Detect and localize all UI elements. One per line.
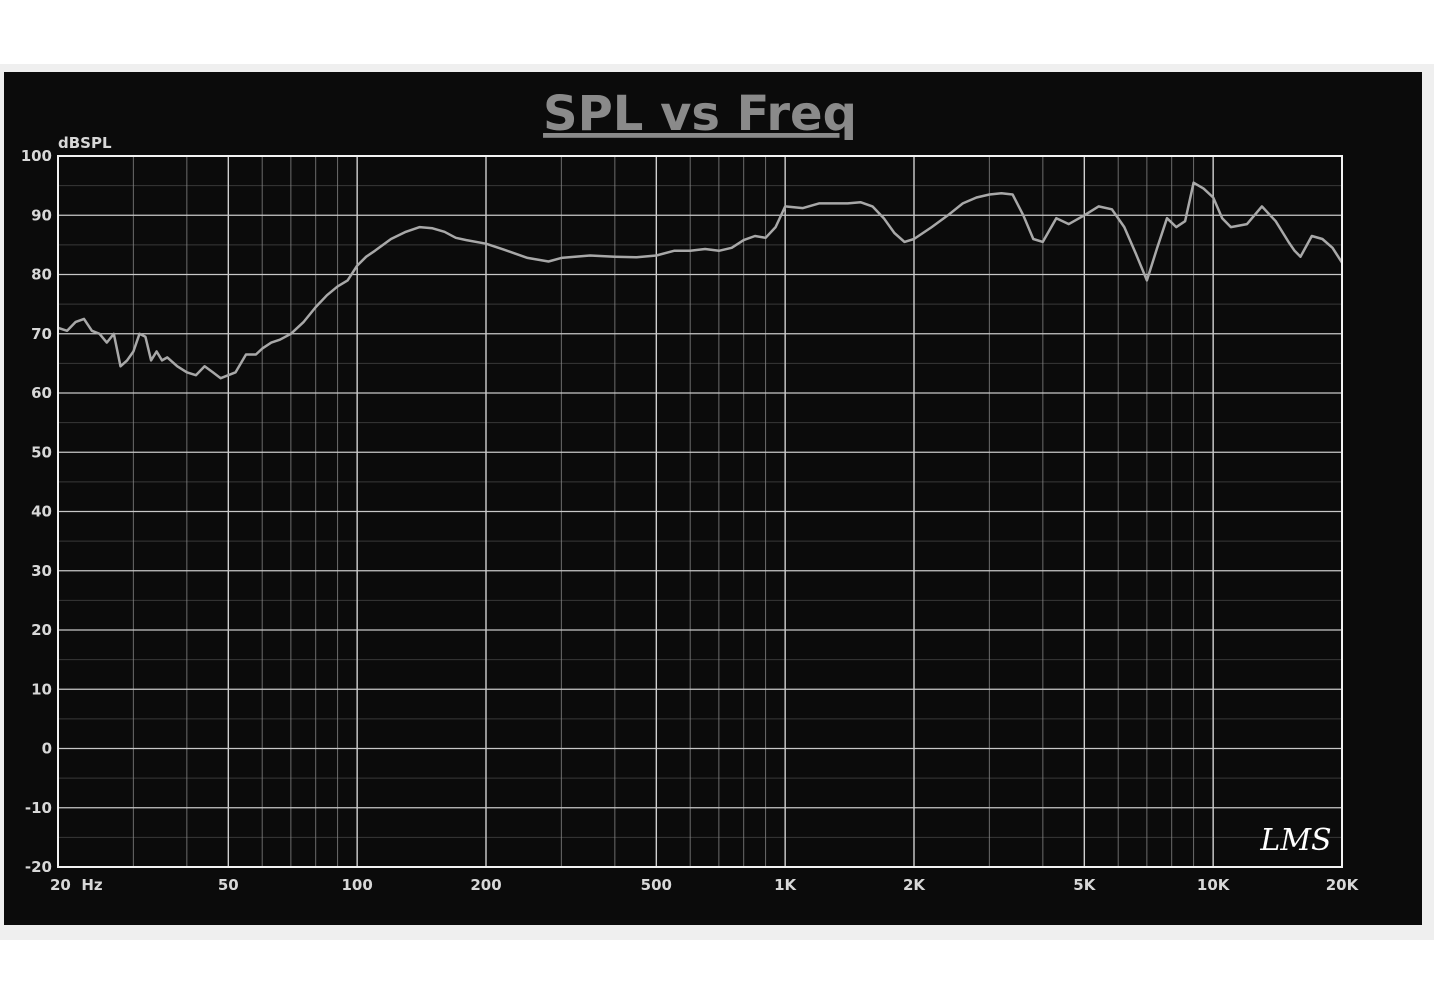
y-tick-label: 10 [31, 680, 52, 698]
y-tick-label: 40 [31, 503, 52, 521]
x-tick-label: 100 [342, 876, 373, 894]
x-tick-label: 20 Hz [50, 876, 103, 894]
x-tick-labels: 20 Hz 50 100 200 500 1K 2K 5K 10K 20K [50, 876, 1360, 894]
spl-frequency-chart: SPL vs Freq dBSPL 1009080706050403020100… [21, 86, 1360, 894]
y-tick-label: 70 [31, 325, 52, 343]
x-tick-label: 50 [218, 876, 239, 894]
x-tick-label: 500 [641, 876, 672, 894]
chart-panel: SPL vs Freq dBSPL 100 90 80 70 60 50 40 30 20 10 0… [4, 72, 1422, 925]
y-tick-label: -10 [25, 799, 52, 817]
y-axis-label: dBSPL [58, 134, 112, 152]
y-tick-label: -20 [25, 858, 52, 876]
plot-border [57, 155, 1343, 868]
y-tick-label: 100 [21, 147, 52, 165]
lms-watermark: LMS [1259, 823, 1331, 858]
x-tick-label: 10K [1197, 876, 1231, 894]
y-tick-label: 0 [42, 740, 52, 758]
spl-series-line [57, 181, 1344, 380]
y-tick-label: 50 [31, 443, 52, 461]
x-tick-label: 2K [903, 876, 926, 894]
x-tick-label: 1K [774, 876, 797, 894]
x-tick-label: 5K [1073, 876, 1096, 894]
y-tick-label: 90 [31, 206, 52, 224]
y-tick-label: 20 [31, 621, 52, 639]
y-tick-label: 30 [31, 562, 52, 580]
y-tick-label: 80 [31, 266, 52, 284]
chart-title: SPL vs Freq [543, 86, 857, 142]
y-tick-label: 60 [31, 384, 52, 402]
x-tick-label: 20K [1326, 876, 1360, 894]
x-tick-label: 200 [470, 876, 501, 894]
